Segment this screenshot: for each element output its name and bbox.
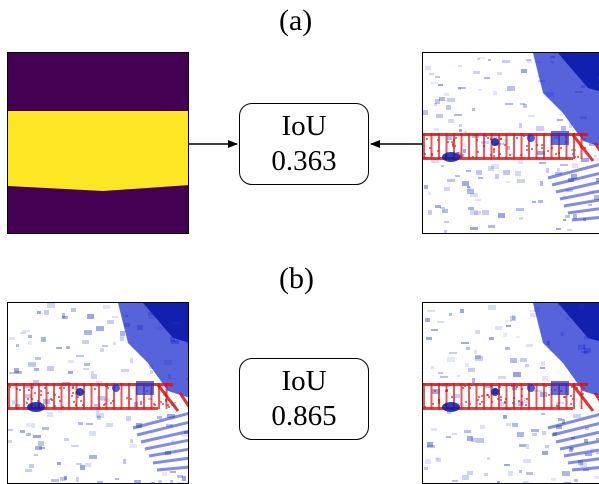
- attention-heatmap-b-right: [422, 302, 599, 484]
- panel-label-b: (b): [279, 262, 314, 295]
- iou-box-a: IoU 0.363: [239, 103, 369, 185]
- iou-value-b: 0.865: [271, 400, 337, 432]
- iou-title-b: IoU: [281, 365, 327, 398]
- iou-value-a: 0.363: [271, 145, 337, 177]
- attention-heatmap-b-left: [7, 302, 189, 484]
- panel-label-a: (a): [279, 4, 313, 37]
- iou-box-b: IoU 0.865: [239, 358, 369, 440]
- iou-title-a: IoU: [281, 110, 327, 143]
- attention-heatmap-a: [422, 52, 599, 234]
- segmentation-mask-image: [7, 52, 189, 234]
